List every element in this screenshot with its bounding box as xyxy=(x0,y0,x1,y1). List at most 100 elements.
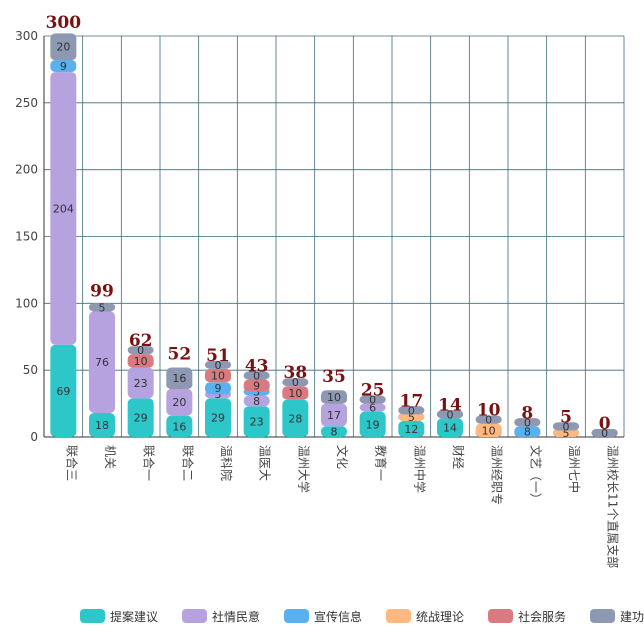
bar-value-label: 10 xyxy=(288,387,302,400)
bar-value-label: 0 xyxy=(292,376,299,389)
bar-segment xyxy=(205,368,231,383)
bar-total-label: 25 xyxy=(361,381,385,401)
bar-value-label: 20 xyxy=(172,396,186,409)
x-tick-label: 温州校长11个直属支部 xyxy=(606,445,621,568)
bar-segment xyxy=(50,72,77,345)
bar-segment xyxy=(282,399,309,437)
bar-segment xyxy=(437,418,463,437)
bar-total-label: 300 xyxy=(46,13,82,33)
legend-label: 建功立业 xyxy=(620,609,644,624)
legend-label: 宣传信息 xyxy=(314,609,362,624)
bar-segment xyxy=(398,420,425,437)
bar-segment xyxy=(127,346,154,355)
bar-segment xyxy=(398,406,425,415)
bar-value-label: 8 xyxy=(331,426,338,439)
bar-value-label: 6 xyxy=(369,402,376,415)
bar-value-label: 5 xyxy=(408,411,415,424)
legend-swatch xyxy=(488,609,513,623)
legend-label: 社情民意 xyxy=(212,609,260,624)
bar-value-label: 29 xyxy=(211,412,225,425)
bar-total-label: 8 xyxy=(521,403,533,423)
x-tick-label: 文化 xyxy=(335,445,350,469)
bar-segment xyxy=(475,415,502,424)
x-tick-label: 温科院 xyxy=(219,445,233,481)
bar-value-label: 17 xyxy=(327,409,341,422)
bar-value-label: 0 xyxy=(253,370,260,383)
legend-label: 统战理论 xyxy=(416,610,464,624)
bar-segment xyxy=(321,426,347,437)
x-tick-label: 温州七中 xyxy=(567,445,582,493)
bar-value-label: 18 xyxy=(95,419,109,432)
y-tick-label: 300 xyxy=(15,29,38,43)
bar-value-label: 16 xyxy=(172,372,186,385)
bar-total-label: 35 xyxy=(322,367,346,387)
x-tick-label: 联合三 xyxy=(64,445,79,481)
y-tick-label: 50 xyxy=(23,363,38,377)
bar-segment xyxy=(243,406,270,437)
bar-value-label: 8 xyxy=(524,426,531,439)
bar-segment xyxy=(282,378,309,387)
bar-segment xyxy=(50,33,77,61)
bar-value-label: 23 xyxy=(250,416,264,429)
x-tick-label: 温州中学 xyxy=(412,445,427,493)
bar-total-label: 14 xyxy=(438,395,462,415)
x-tick-label: 温州大学 xyxy=(296,445,311,493)
legend-swatch xyxy=(182,609,207,623)
x-tick-label: 温医大 xyxy=(258,445,272,481)
bar-value-label: 10 xyxy=(482,424,496,437)
y-tick-label: 0 xyxy=(30,430,38,444)
legend-swatch xyxy=(80,609,105,623)
bar-segment xyxy=(50,60,77,73)
bar-value-label: 76 xyxy=(95,356,109,369)
bar-segment xyxy=(553,422,579,431)
bar-value-label: 0 xyxy=(563,420,570,433)
bar-segment xyxy=(359,411,386,437)
bar-total-label: 62 xyxy=(129,331,153,351)
bar-value-label: 10 xyxy=(327,391,341,404)
bar-value-label: 28 xyxy=(288,412,302,425)
legend-swatch xyxy=(386,609,411,623)
bar-value-label: 8 xyxy=(253,395,260,408)
bar-segment xyxy=(514,418,541,427)
bar-value-label: 0 xyxy=(369,394,376,407)
x-tick-label: 教育一 xyxy=(374,445,389,481)
bar-total-label: 99 xyxy=(90,282,114,302)
bar-value-label: 0 xyxy=(524,416,531,429)
bar-value-label: 0 xyxy=(447,408,454,421)
bar-total-label: 43 xyxy=(245,357,269,377)
bar-value-label: 5 xyxy=(99,301,106,314)
bar-segment xyxy=(89,303,115,312)
bar-segment xyxy=(166,415,193,437)
bar-value-label: 0 xyxy=(215,359,222,372)
bar-value-label: 12 xyxy=(404,423,418,436)
bar-value-label: 14 xyxy=(443,422,457,435)
bar-value-label: 19 xyxy=(366,418,380,431)
bar-segment xyxy=(50,344,77,437)
bar-value-label: 10 xyxy=(134,355,148,368)
bar-value-label: 69 xyxy=(56,385,70,398)
bar-value-label: 9 xyxy=(60,60,67,73)
x-tick-label: 财经 xyxy=(451,445,465,469)
bar-segment xyxy=(282,386,309,400)
x-tick-label: 联合二 xyxy=(180,445,195,481)
y-tick-label: 250 xyxy=(15,96,38,110)
bar-segment xyxy=(475,423,502,437)
legend-swatch xyxy=(590,609,615,623)
bar-value-label: 204 xyxy=(53,202,74,215)
bar-value-label: 0 xyxy=(137,344,144,357)
y-tick-label: 200 xyxy=(15,163,38,177)
legend-label: 社会服务 xyxy=(518,609,566,624)
bar-segment xyxy=(553,429,579,437)
bar-segment xyxy=(243,379,270,392)
bar-segment xyxy=(359,395,386,404)
x-tick-label: 温州经职专 xyxy=(490,445,505,505)
bar-segment xyxy=(437,410,463,419)
bar-value-label: 9 xyxy=(253,380,260,393)
bar-value-label: 0 xyxy=(408,404,415,417)
bar-segment xyxy=(166,388,193,416)
bar-total-label: 38 xyxy=(283,363,307,383)
bar-segment xyxy=(514,426,541,437)
bar-value-label: 5 xyxy=(563,427,570,440)
